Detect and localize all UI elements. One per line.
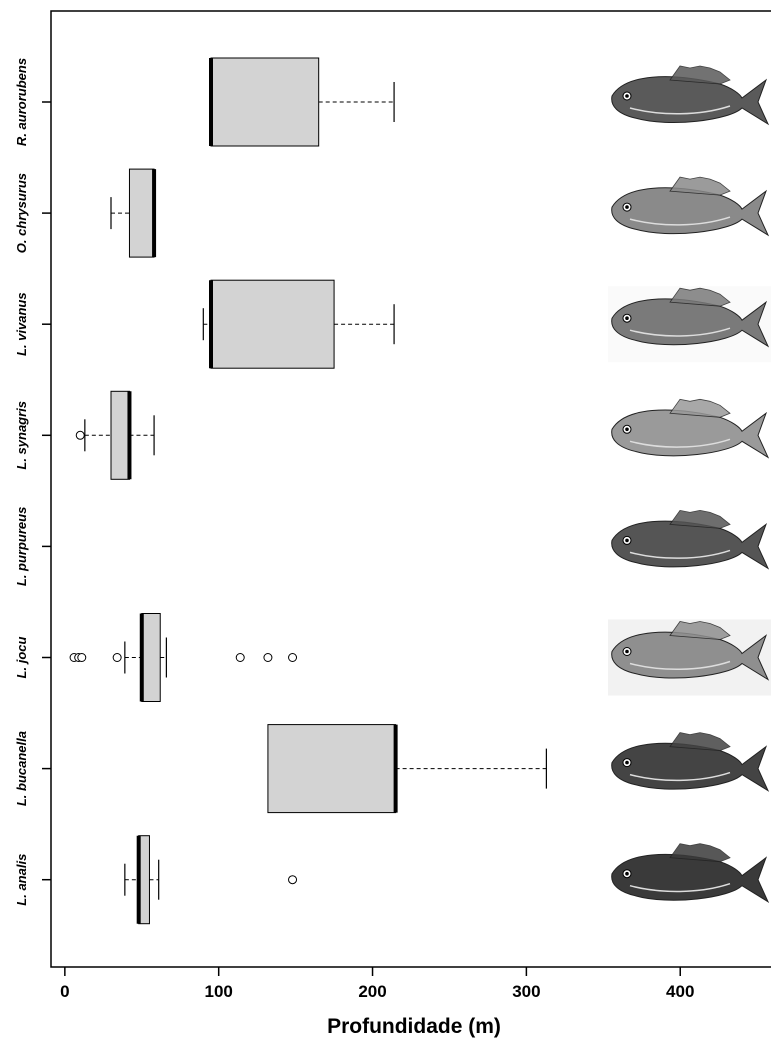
fish-lateral-line <box>629 216 731 226</box>
species-boxplot <box>75 390 155 480</box>
blackfin-snapper-illustration-icon <box>611 732 770 792</box>
fish-body <box>611 76 770 126</box>
fish-lateral-line <box>629 660 731 671</box>
fish-pupil <box>625 538 629 543</box>
species-label: L. vivanus <box>14 292 29 356</box>
fish-lateral-line <box>629 327 731 337</box>
species-label: L. bucanella <box>14 731 29 806</box>
fish-pupil <box>625 649 629 654</box>
dorsal-fin <box>669 509 731 529</box>
dorsal-fin <box>669 621 731 640</box>
species-label: L. jocu <box>14 636 29 678</box>
species-label: L. purpureus <box>14 507 29 586</box>
outlier-point <box>288 875 298 885</box>
fish-lateral-line <box>629 105 731 115</box>
outlier-point <box>112 653 122 662</box>
dorsal-fin <box>669 843 731 863</box>
outlier-point <box>77 653 87 662</box>
species-boxplot <box>209 57 395 147</box>
fish-pupil <box>625 205 629 209</box>
boxplots <box>69 57 547 925</box>
fish-illustrations <box>608 65 771 903</box>
x-tick-label: 0 <box>60 982 69 1001</box>
species-boxplot <box>267 724 547 814</box>
box <box>210 57 320 147</box>
fish-pupil <box>625 94 629 98</box>
silk-snapper-illustration-icon <box>608 286 771 363</box>
fish-pupil <box>625 871 629 876</box>
x-tick-label: 300 <box>512 982 540 1001</box>
species-label: R. aurorubens <box>14 58 29 146</box>
fish-body <box>611 409 770 459</box>
species-label: O. chrysurus <box>14 173 29 253</box>
fish-body <box>611 187 770 237</box>
outlier-point <box>263 653 273 662</box>
dorsal-fin <box>669 732 731 752</box>
x-axis-title: Profundidade (m) <box>327 1015 501 1038</box>
box <box>141 613 161 702</box>
fish-body <box>611 742 770 792</box>
fish-lateral-line <box>629 882 731 893</box>
species-boxplot <box>69 613 298 702</box>
mutton-snapper-illustration-icon <box>611 843 770 903</box>
outlier-point <box>235 653 245 662</box>
fish-body <box>611 520 770 570</box>
plot-border <box>50 10 771 968</box>
species-boxplot <box>124 835 298 925</box>
y-axis: R. aurorubens O. chrysurus L. vivanus L. sy… <box>14 58 51 906</box>
box <box>267 724 397 814</box>
dog-snapper-illustration-icon <box>608 619 771 696</box>
outlier-point <box>75 430 85 440</box>
outlier-point <box>288 653 298 662</box>
lane-snapper-illustration-icon <box>611 398 770 459</box>
fish-pupil <box>625 427 629 432</box>
dorsal-fin <box>669 398 731 418</box>
species-boxplot <box>202 279 395 369</box>
dorsal-fin <box>669 287 731 307</box>
species-boxplot <box>110 168 157 258</box>
x-tick-label: 100 <box>205 982 233 1001</box>
snapper-illustration-icon <box>611 65 770 126</box>
species-label: L. synagris <box>14 401 29 470</box>
fish-lateral-line <box>629 438 731 448</box>
species-label: L. analis <box>14 854 29 906</box>
box <box>110 390 130 480</box>
fish-lateral-line <box>629 771 731 782</box>
plot-frame <box>50 10 771 968</box>
southern-red-snapper-illustration-icon <box>611 509 770 570</box>
yellowtail-illustration-icon <box>611 176 770 237</box>
dorsal-fin <box>669 65 731 85</box>
box <box>210 279 335 369</box>
x-tick-label: 200 <box>358 982 386 1001</box>
box <box>128 168 155 258</box>
fish-body <box>611 853 770 903</box>
x-axis: 0 100 200 300 400 <box>60 967 694 1001</box>
fish-pupil <box>625 316 629 320</box>
fish-lateral-line <box>629 549 731 559</box>
dorsal-fin <box>669 176 731 196</box>
x-tick-label: 400 <box>666 982 694 1001</box>
fish-pupil <box>625 760 629 765</box>
